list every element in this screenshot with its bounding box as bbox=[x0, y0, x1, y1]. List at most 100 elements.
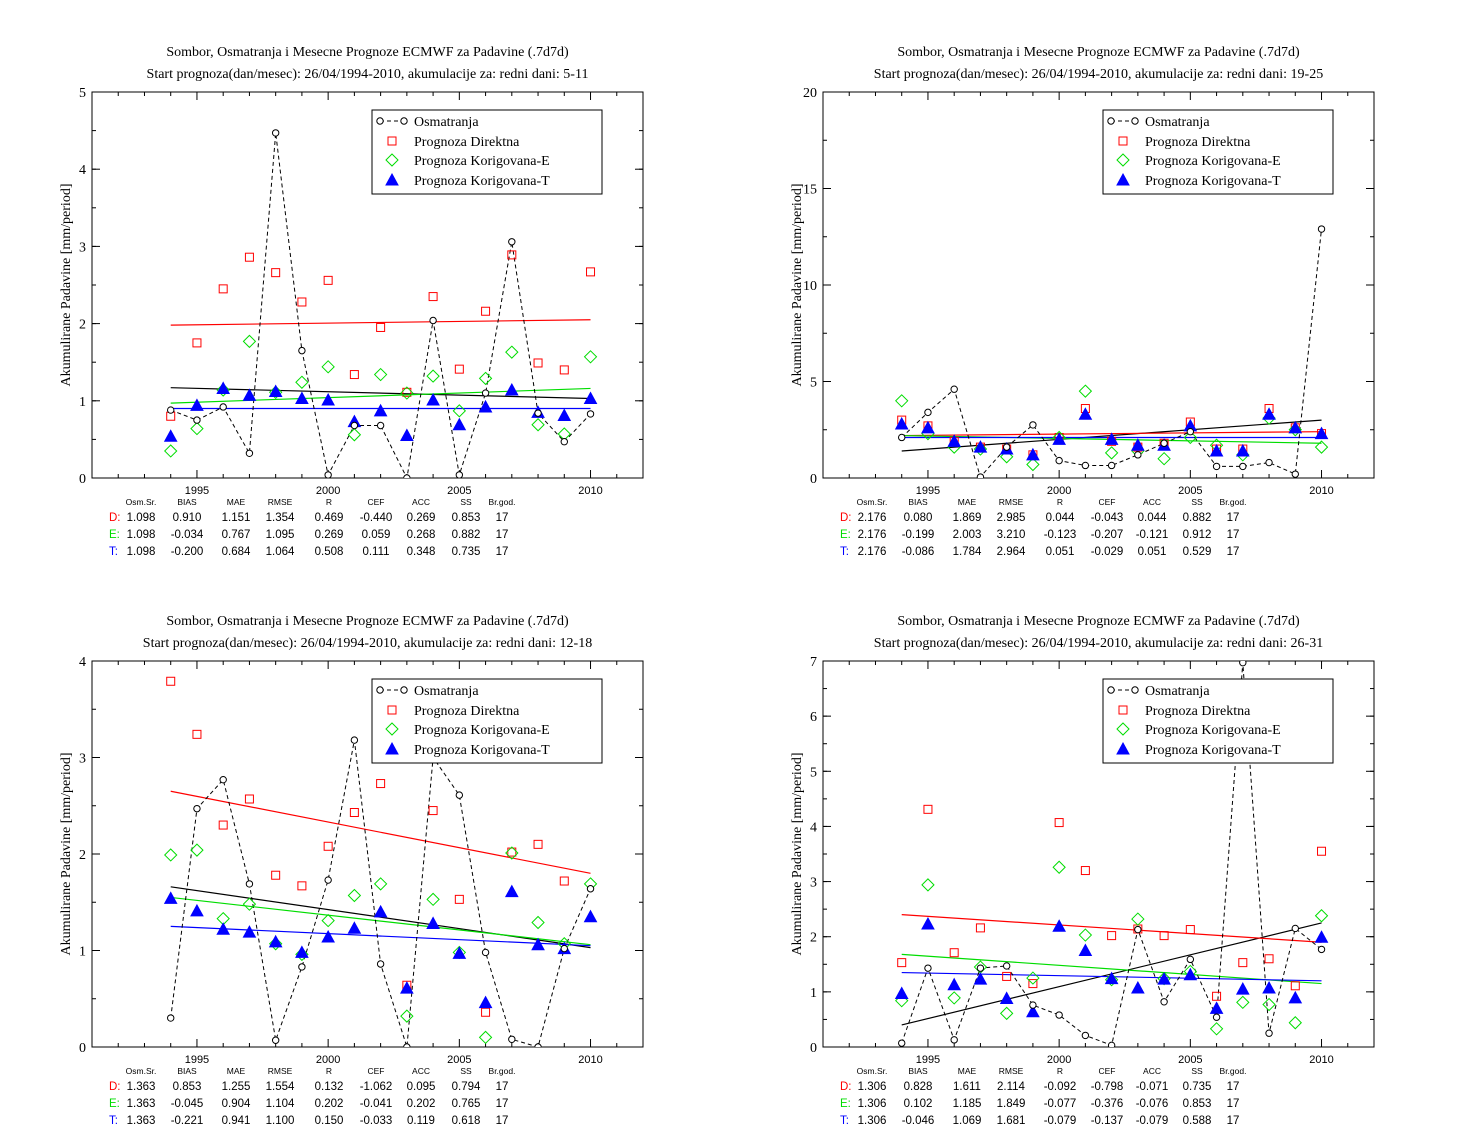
trend-line-corrE bbox=[170, 896, 591, 946]
chart-subtitle: Start prognoza(dan/mesec): 26/04/1994-20… bbox=[147, 67, 589, 82]
point-korigovana-t bbox=[1052, 919, 1066, 932]
point-direktna bbox=[481, 306, 491, 316]
point-osmatranja bbox=[298, 346, 306, 355]
point-direktna bbox=[923, 804, 933, 814]
chart-subtitle: Start prognoza(dan/mesec): 26/04/1994-20… bbox=[874, 67, 1323, 82]
point-korigovana-e bbox=[268, 385, 283, 400]
point-osmatranja bbox=[245, 880, 254, 888]
legend-swatch-korigovana-t bbox=[385, 741, 399, 755]
point-direktna bbox=[586, 267, 596, 277]
point-korigovana-t bbox=[947, 977, 962, 991]
point-osmatranja bbox=[1239, 462, 1247, 471]
point-korigovana-e bbox=[1104, 973, 1119, 987]
point-osmatranja bbox=[245, 449, 254, 457]
legend-swatch-korigovana-e bbox=[385, 722, 399, 736]
point-korigovana-t bbox=[894, 416, 909, 430]
point-korigovana-e bbox=[505, 846, 519, 860]
point-korigovana-e bbox=[921, 878, 935, 892]
point-osmatranja bbox=[898, 433, 906, 442]
point-direktna bbox=[507, 847, 517, 857]
point-korigovana-t bbox=[242, 925, 257, 938]
x-tick-label: 2010 bbox=[1309, 1054, 1333, 1066]
chart-panel-1: Sombor, Osmatranja i Mesecne Prognoze EC… bbox=[0, 0, 731, 569]
point-direktna bbox=[1002, 971, 1012, 981]
legend-swatch-korigovana-e bbox=[1116, 153, 1130, 167]
point-korigovana-t bbox=[1235, 982, 1250, 995]
chart-svg: Sombor, Osmatranja i Mesecne Prognoze EC… bbox=[59, 614, 644, 1066]
y-tick-label: 1 bbox=[79, 395, 86, 410]
point-direktna bbox=[1080, 866, 1090, 876]
point-korigovana-t bbox=[216, 381, 231, 394]
chart-panel-4: Sombor, Osmatranja i Mesecne Prognoze EC… bbox=[731, 569, 1462, 1138]
point-direktna bbox=[454, 364, 464, 374]
point-direktna bbox=[533, 839, 543, 849]
y-tick-label: 3 bbox=[79, 752, 86, 767]
point-osmatranja bbox=[1317, 225, 1326, 233]
y-axis-label: Akumulirane Padavine [mm/period] bbox=[59, 184, 74, 387]
point-direktna bbox=[1212, 991, 1222, 1001]
legend-label: Prognoza Direktna bbox=[414, 704, 520, 719]
y-axis-label: Akumulirane Padavine [mm/period] bbox=[59, 753, 74, 956]
legend-box bbox=[371, 678, 603, 764]
point-korigovana-t bbox=[163, 429, 178, 442]
point-osmatranja bbox=[1002, 962, 1011, 970]
legend-swatch-korigovana-e bbox=[385, 153, 399, 167]
x-tick-label: 1995 bbox=[916, 485, 940, 497]
point-osmatranja bbox=[1239, 661, 1247, 667]
point-direktna bbox=[559, 876, 569, 886]
x-tick-label: 2005 bbox=[447, 485, 471, 497]
legend-marker bbox=[400, 686, 408, 694]
point-osmatranja bbox=[350, 736, 359, 744]
point-direktna bbox=[323, 275, 333, 285]
point-korigovana-e bbox=[999, 450, 1014, 464]
point-korigovana-t bbox=[921, 420, 935, 434]
point-osmatranja bbox=[481, 389, 490, 397]
point-osmatranja bbox=[1291, 924, 1299, 933]
legend-label: Prognoza Direktna bbox=[1145, 135, 1251, 150]
legend-marker bbox=[1107, 117, 1115, 125]
x-tick-label: 2010 bbox=[578, 1054, 602, 1066]
trend-line-corrT bbox=[170, 925, 591, 947]
point-korigovana-e bbox=[1157, 451, 1171, 466]
point-direktna bbox=[297, 297, 307, 307]
point-korigovana-e bbox=[895, 394, 909, 408]
point-korigovana-e bbox=[1026, 457, 1040, 472]
point-osmatranja bbox=[193, 416, 201, 424]
point-direktna bbox=[402, 387, 412, 397]
point-osmatranja bbox=[1186, 955, 1195, 964]
y-tick-label: 10 bbox=[803, 279, 817, 294]
point-korigovana-t bbox=[190, 398, 204, 411]
legend-label: Osmatranja bbox=[414, 115, 479, 130]
point-osmatranja bbox=[1055, 1011, 1063, 1019]
point-osmatranja bbox=[1160, 439, 1168, 447]
legend-swatch-direktna bbox=[387, 705, 397, 715]
point-korigovana-t bbox=[1078, 943, 1093, 956]
point-korigovana-t bbox=[163, 891, 178, 904]
y-tick-label: 0 bbox=[79, 472, 86, 487]
y-tick-label: 6 bbox=[810, 710, 817, 725]
x-tick-label: 2010 bbox=[578, 485, 602, 497]
point-direktna bbox=[1317, 846, 1327, 856]
point-korigovana-e bbox=[268, 937, 283, 951]
x-tick-label: 2005 bbox=[1178, 485, 1202, 497]
point-korigovana-t bbox=[190, 903, 204, 917]
chart-panel-2: Sombor, Osmatranja i Mesecne Prognoze EC… bbox=[731, 0, 1462, 569]
point-korigovana-t bbox=[921, 916, 935, 930]
point-direktna bbox=[428, 292, 438, 302]
point-osmatranja bbox=[271, 129, 280, 137]
point-direktna bbox=[192, 338, 202, 348]
legend-label: Osmatranja bbox=[1145, 684, 1210, 699]
legend-label: Prognoza Korigovana-T bbox=[414, 174, 550, 189]
y-tick-label: 2 bbox=[810, 931, 817, 946]
legend-marker bbox=[400, 117, 408, 125]
point-korigovana-t bbox=[1052, 432, 1066, 445]
point-korigovana-t bbox=[400, 428, 414, 442]
point-korigovana-t bbox=[268, 384, 283, 398]
point-korigovana-e bbox=[1078, 928, 1093, 942]
legend: Osmatranja Prognoza Direktna Prognoza Kori… bbox=[1102, 678, 1334, 764]
point-korigovana-e bbox=[400, 1009, 414, 1023]
x-tick-label: 1995 bbox=[185, 485, 209, 497]
point-osmatranja bbox=[324, 876, 332, 884]
point-direktna bbox=[1264, 954, 1274, 964]
trend-line-obs bbox=[170, 387, 591, 400]
